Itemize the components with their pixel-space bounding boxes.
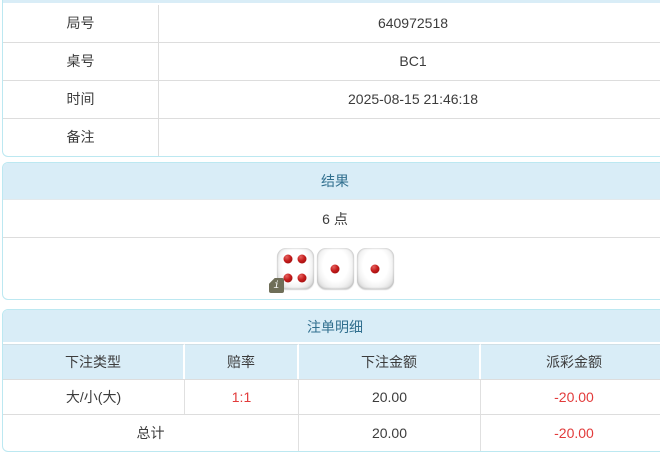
result-panel: 结果 6 点 i	[2, 162, 660, 300]
remark-label: 备注	[3, 119, 159, 156]
round-id-value: 640972518	[377, 15, 449, 31]
die-pip	[297, 254, 307, 264]
result-panel-title: 结果	[3, 163, 660, 200]
dice-result: i	[269, 248, 395, 293]
col-header-odds: 赔率	[185, 344, 299, 379]
total-payout-amount: -20.00	[481, 414, 660, 451]
payout-amount-value: -20.00	[481, 379, 660, 414]
bets-header-row: 下注类型 赔率 下注金额 派彩金额	[3, 344, 660, 379]
odds-value: 1:1	[185, 379, 299, 414]
result-points-text: 6 点	[3, 200, 660, 238]
die-pip	[283, 254, 293, 264]
table-id-label: 桌号	[3, 43, 159, 80]
bet-amount-value: 20.00	[299, 379, 481, 414]
time-value: 2025-08-15 21:46:18	[348, 91, 478, 107]
die-pip	[370, 264, 380, 273]
die-1	[356, 248, 394, 289]
die-1	[316, 248, 354, 289]
bet-details-title: 注单明细	[3, 310, 660, 344]
game-info-panel: 局号 640972518 桌号 BC1 时间 2025-08-15 21:46:…	[2, 0, 660, 157]
total-label: 总计	[3, 414, 299, 451]
die-pip	[297, 273, 307, 283]
table-row-round-id: 局号 640972518	[3, 5, 660, 42]
bet-details-panel: 注单明细 下注类型 赔率 下注金额 派彩金额 大/小(大) 1:1 20.00 …	[2, 309, 660, 452]
info-icon[interactable]: i	[269, 278, 284, 293]
table-row-time: 时间 2025-08-15 21:46:18	[3, 80, 660, 118]
round-id-label: 局号	[3, 5, 159, 42]
table-row-table-id: 桌号 BC1	[3, 42, 660, 80]
remark-value	[159, 119, 660, 156]
time-label: 时间	[3, 81, 159, 118]
die-4	[276, 248, 314, 289]
dice-row: i	[3, 238, 660, 299]
die-pip	[283, 273, 293, 283]
bet-row: 大/小(大) 1:1 20.00 -20.00	[3, 379, 660, 414]
total-row: 总计 20.00 -20.00	[3, 414, 660, 451]
table-id-value: BC1	[399, 53, 427, 69]
table-row-remark: 备注	[3, 118, 660, 156]
bet-type-value: 大/小(大)	[3, 379, 185, 414]
die-pip	[330, 264, 340, 273]
col-header-bet-amount: 下注金额	[299, 344, 481, 379]
game-info-header-sliver	[3, 0, 660, 5]
col-header-bet-type: 下注类型	[3, 344, 185, 379]
col-header-payout-amount: 派彩金额	[481, 344, 660, 379]
total-bet-amount: 20.00	[299, 414, 481, 451]
